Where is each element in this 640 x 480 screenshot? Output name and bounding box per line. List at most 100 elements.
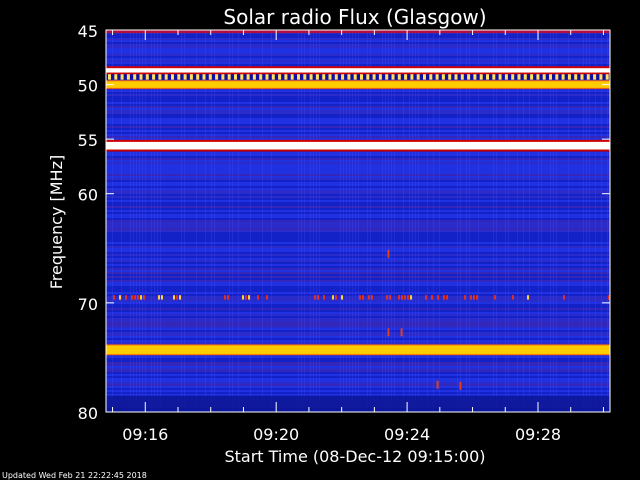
band-dash	[259, 74, 263, 80]
noise-row	[106, 216, 610, 218]
y-tick-label: 80	[78, 404, 98, 423]
burst-4	[387, 249, 390, 258]
noise-row	[106, 204, 610, 206]
band-dot	[362, 295, 364, 300]
noise-row	[106, 166, 610, 168]
band-dash	[605, 74, 609, 80]
band-dot	[371, 295, 373, 300]
band-dash	[530, 74, 534, 80]
noise-row	[106, 356, 610, 358]
noise-row	[106, 156, 610, 158]
noise-column	[358, 30, 359, 412]
noise-row	[106, 270, 610, 272]
band-dot	[386, 295, 388, 300]
noise-row	[106, 288, 610, 290]
band-dash	[404, 74, 408, 80]
noise-column	[157, 30, 158, 412]
noise-row	[106, 260, 610, 262]
band-dash	[429, 74, 433, 80]
noise-row	[106, 102, 610, 104]
noise-row	[106, 60, 610, 62]
band-dash	[133, 74, 137, 80]
band-1	[106, 74, 610, 80]
band-dash	[397, 74, 401, 80]
noise-row	[106, 104, 610, 106]
noise-row	[106, 130, 610, 132]
band-dash	[366, 74, 370, 80]
y-axis-label: Frequency [MHz]	[47, 155, 66, 289]
noise-row	[106, 52, 610, 54]
noise-row	[106, 294, 610, 296]
noise-column	[310, 30, 311, 412]
noise-row	[106, 382, 610, 384]
noise-column	[433, 30, 434, 412]
noise-row	[106, 258, 610, 260]
noise-row	[106, 290, 610, 292]
noise-column	[493, 30, 494, 412]
noise-column	[505, 30, 506, 412]
noise-row	[106, 136, 610, 138]
band-dash	[448, 74, 452, 80]
band-dash	[328, 74, 332, 80]
noise-row	[106, 262, 610, 264]
band-dash	[561, 74, 565, 80]
band-dash	[227, 74, 231, 80]
noise-row	[106, 370, 610, 372]
noise-row	[106, 376, 610, 378]
noise-column	[469, 30, 470, 412]
noise-column	[553, 30, 554, 412]
footer-updated: Updated Wed Feb 21 22:22:45 2018	[2, 471, 147, 480]
noise-row	[106, 330, 610, 332]
noise-row	[106, 110, 610, 112]
noise-row	[106, 198, 610, 200]
noise-row	[106, 226, 610, 228]
noise-row	[106, 278, 610, 280]
noise-column	[343, 30, 344, 412]
noise-row	[106, 40, 610, 42]
band-dot	[494, 295, 496, 300]
burst-1	[459, 381, 462, 390]
noise-row	[106, 388, 610, 390]
band-dash	[183, 74, 187, 80]
band-dot	[143, 295, 145, 300]
band-dot	[425, 295, 427, 300]
band-dot	[407, 295, 409, 300]
noise-row	[106, 242, 610, 244]
noise-column	[154, 30, 155, 412]
noise-column	[355, 30, 356, 412]
band-dash	[599, 74, 603, 80]
band-dot	[134, 295, 136, 300]
noise-row	[106, 48, 610, 50]
noise-row	[106, 224, 610, 226]
noise-column	[346, 30, 347, 412]
noise-row	[106, 234, 610, 236]
band-dot	[137, 295, 139, 300]
band-dash	[511, 74, 515, 80]
band-dot	[473, 295, 475, 300]
noise-row	[106, 158, 610, 160]
band-dash	[391, 74, 395, 80]
noise-row	[106, 244, 610, 246]
noise-row	[106, 394, 610, 396]
x-tick-label: 09:20	[253, 425, 299, 444]
noise-row	[106, 170, 610, 172]
noise-row	[106, 126, 610, 128]
noise-row	[106, 236, 610, 238]
noise-row	[106, 106, 610, 108]
band-dot	[527, 295, 529, 300]
noise-row	[106, 38, 610, 40]
band-dash	[164, 74, 168, 80]
noise-row	[106, 328, 610, 330]
noise-row	[106, 222, 610, 224]
low-band-region	[106, 395, 610, 412]
noise-column	[238, 30, 239, 412]
noise-row	[106, 192, 610, 194]
noise-row	[106, 210, 610, 212]
band-dash	[278, 74, 282, 80]
noise-column	[523, 30, 524, 412]
noise-column	[301, 30, 302, 412]
band-dot	[464, 295, 466, 300]
band-dash	[315, 74, 319, 80]
band-3	[106, 141, 610, 150]
band-dot	[176, 295, 178, 300]
